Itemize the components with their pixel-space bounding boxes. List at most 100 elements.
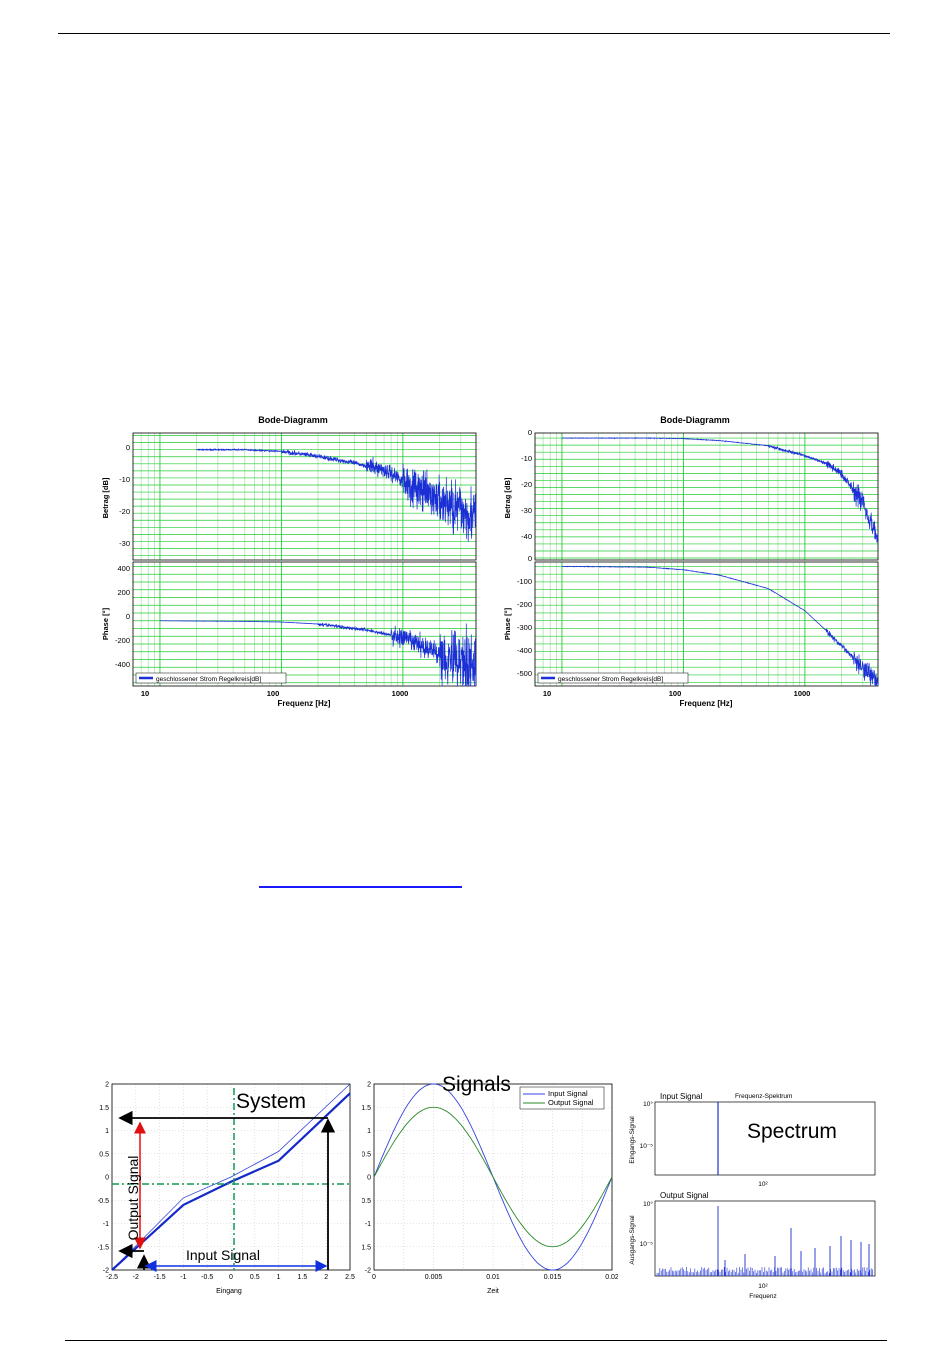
x-tick: 2.5: [345, 1274, 355, 1281]
phase-axis-label: Phase [°]: [503, 607, 512, 640]
header-rule: [58, 33, 890, 34]
phase-tick-0: 0: [528, 554, 532, 563]
x-tick: 0.02: [605, 1274, 618, 1281]
x-tick: -2: [133, 1274, 139, 1281]
legend-box: [537, 672, 689, 684]
y-tick: -1: [103, 1221, 109, 1228]
legend-output: Output Signal: [548, 1098, 594, 1107]
y-tick: -1: [365, 1221, 371, 1228]
magnitude-frame: [534, 432, 879, 561]
magnitude-axis-label: Betrag [dB]: [503, 477, 512, 518]
bottom-frame: [654, 1200, 876, 1277]
signals-legend: [519, 1086, 605, 1110]
system-characteristic-plot: System Output Signal Input Signal 2 1.5 1 0…: [98, 1082, 355, 1296]
signals-plot: Signals Input Signal Output Signal 2 1.5 1…: [362, 1073, 618, 1295]
y-tick: 0: [367, 1175, 371, 1182]
x-tick-10: 10: [543, 689, 551, 698]
x-tick: 0.01: [486, 1274, 500, 1281]
phase-tick-0: 400: [117, 564, 130, 573]
system-curve-thin: [111, 1083, 351, 1271]
top-y-tick-hi: 10°: [643, 1100, 653, 1108]
top-frame: [654, 1101, 876, 1176]
x-tick: 0: [372, 1274, 376, 1281]
phase-trace: [561, 565, 879, 687]
signals-title: Signals: [442, 1073, 511, 1096]
phase-axis-label: Phase [°]: [101, 607, 110, 640]
x-tick-1000: 1000: [392, 689, 409, 698]
phase-tick-4: -400: [517, 646, 532, 655]
phase-tick-4: -400: [115, 660, 130, 669]
top-subtitle: Frequenz-Spektrum: [735, 1093, 792, 1100]
x-tick: 0.005: [425, 1274, 443, 1281]
output-signal-label: Output Signal: [125, 1156, 141, 1241]
signals-x-ticks: 0 0.005 0.01 0.015 0.02: [372, 1274, 618, 1281]
hyperlink-underline[interactable]: [259, 886, 462, 888]
bottom-title: Output Signal: [660, 1191, 709, 1200]
magnitude-axis-label: Betrag [dB]: [101, 477, 110, 518]
phase-grid: [132, 562, 477, 686]
spectrum-title: Spectrum: [747, 1120, 837, 1143]
x-tick: 0.5: [250, 1274, 260, 1281]
bottom-y-tick-lo: 10⁻⁵: [640, 1241, 654, 1248]
mag-tick-3: -30: [521, 506, 532, 515]
y-tick: 2: [367, 1082, 371, 1089]
input-signal-label: Input Signal: [186, 1247, 260, 1263]
system-x-label: Eingang: [216, 1288, 242, 1295]
mag-tick-0: 0: [126, 443, 130, 452]
y-tick: -1.5: [362, 1244, 371, 1251]
mag-tick-4: -40: [521, 532, 532, 541]
spectrum-x-label: Frequenz: [749, 1293, 776, 1300]
mag-tick-0: 0: [528, 428, 532, 437]
system-y-ticks: 2 1.5 1 0.5 0 -0.5 -1 -1.5 -2: [98, 1082, 109, 1275]
mag-tick-1: -10: [119, 475, 130, 484]
top-x-tick: 10²: [758, 1181, 768, 1188]
top-title: Input Signal: [660, 1092, 702, 1101]
y-tick: 1.5: [362, 1105, 371, 1112]
x-tick: 1: [277, 1274, 281, 1281]
top-y-tick-lo: 10⁻⁵: [640, 1143, 654, 1150]
system-x-ticks: -2.5 -2 -1.5 -1 -0.5 0 0.5 1 1.5 2 2.5: [106, 1274, 355, 1281]
y-tick: 0.5: [99, 1151, 109, 1158]
top-ylabel: Eingangs-Signal: [629, 1116, 636, 1164]
system-title: System: [236, 1090, 306, 1113]
x-tick: -1.5: [154, 1274, 166, 1281]
signals-x-label: Zeit: [487, 1288, 499, 1295]
phase-tick-1: 200: [117, 588, 130, 597]
magnitude-trace: [561, 436, 879, 543]
phase-tick-1: -100: [517, 577, 532, 586]
bottom-y-tick-hi: 10°: [643, 1200, 653, 1208]
magnitude-trace: [196, 447, 477, 542]
x-tick: 1.5: [298, 1274, 308, 1281]
phase-trace: [159, 620, 477, 687]
x-tick-10: 10: [141, 689, 149, 698]
y-tick: 0: [105, 1175, 109, 1182]
signals-y-ticks: 2 1.5 1 0.5 0 -0.5 -1 -1.5 -2: [362, 1082, 371, 1275]
system-curve-thick: [111, 1092, 351, 1271]
x-axis-label: Frequenz [Hz]: [680, 699, 733, 708]
x-tick: -0.5: [201, 1274, 213, 1281]
phase-tick-2: -200: [517, 600, 532, 609]
footer-rule: [65, 1340, 887, 1341]
bode-title: Bode-Diagramm: [660, 415, 730, 425]
y-tick: 1: [367, 1128, 371, 1135]
phase-grid: [534, 562, 879, 686]
phase-tick-3: -200: [115, 636, 130, 645]
phase-tick-3: -300: [517, 623, 532, 632]
phase-tick-2: 0: [126, 612, 130, 621]
magnitude-grid: [534, 433, 879, 560]
mag-tick-1: -10: [521, 454, 532, 463]
x-tick-1000: 1000: [794, 689, 811, 698]
legend-box: [135, 672, 287, 684]
mag-tick-3: -30: [119, 539, 130, 548]
spectrum-plot: Input Signal Frequenz-Spektrum Spectrum …: [629, 1092, 876, 1300]
mag-tick-2: -20: [119, 507, 130, 516]
x-tick: -1: [180, 1274, 186, 1281]
y-tick: -0.5: [362, 1198, 371, 1205]
x-tick-100: 100: [267, 689, 280, 698]
bode-diagram-right: Bode-Diagramm Betrag [dB] Phase [°] 0 -1…: [503, 415, 879, 708]
y-tick: 2: [105, 1082, 109, 1089]
legend-label: geschlossener Strom Regelkreis[dB]: [558, 676, 663, 683]
phase-frame: [534, 561, 879, 687]
y-tick: -0.5: [98, 1198, 109, 1205]
bottom-x-tick: 10²: [758, 1283, 768, 1290]
